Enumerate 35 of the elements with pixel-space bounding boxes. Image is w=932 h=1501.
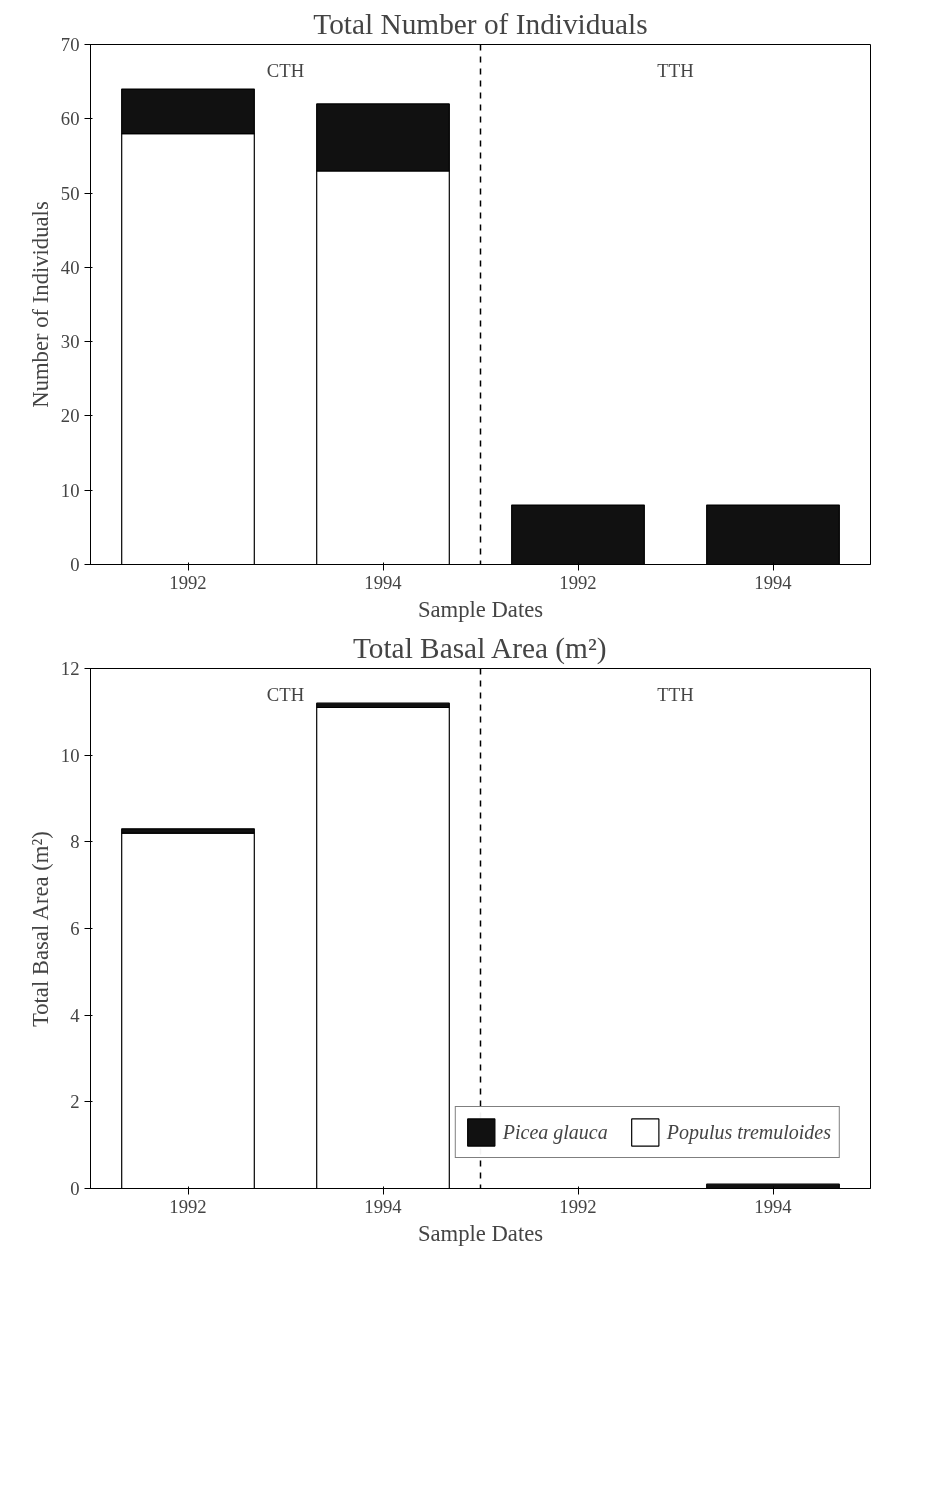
y-tick-label: 10 — [60, 479, 80, 501]
y-axis-title: Number of Individuals — [27, 201, 53, 408]
x-axis-title: Sample Dates — [417, 596, 544, 622]
y-tick-label: 8 — [70, 831, 80, 853]
y-tick-label: 2 — [70, 1091, 80, 1113]
y-tick-label: 60 — [60, 108, 80, 130]
x-tick-label: 1992 — [559, 1195, 597, 1217]
y-tick-label: 30 — [60, 331, 80, 353]
y-tick-label: 0 — [70, 1178, 80, 1199]
x-tick-label: 1992 — [169, 1195, 207, 1217]
y-axis-title: Total Basal Area (m²) — [27, 831, 53, 1028]
y-tick-label: 12 — [60, 658, 80, 679]
legend-label: Populus tremuloides — [666, 1120, 831, 1144]
y-tick-label: 20 — [60, 405, 80, 427]
y-tick-label: 40 — [60, 256, 80, 278]
x-tick-label: 1994 — [754, 1195, 793, 1217]
annotation: TTH — [657, 684, 694, 706]
y-tick-label: 70 — [60, 34, 80, 55]
y-tick-label: 0 — [70, 554, 80, 575]
x-tick-label: 1992 — [169, 571, 207, 593]
legend-label: Picea glauca — [502, 1120, 608, 1144]
x-tick-label: 1992 — [559, 571, 597, 593]
x-tick-label: 1994 — [754, 571, 793, 593]
x-tick-label: 1994 — [364, 1195, 403, 1217]
y-tick-label: 6 — [70, 918, 80, 939]
y-tick-label: 4 — [70, 1004, 81, 1026]
y-tick-label: 50 — [60, 182, 80, 204]
annotation: TTH — [657, 60, 694, 82]
annotation: CTH — [266, 60, 305, 82]
x-tick-label: 1994 — [364, 571, 403, 593]
x-axis-title: Sample Dates — [417, 1220, 544, 1246]
chart-title: Total Basal Area (m²) — [352, 631, 607, 665]
y-tick-label: 10 — [60, 744, 80, 766]
chart-title: Total Number of Individuals — [313, 7, 648, 40]
annotation: CTH — [266, 684, 305, 706]
